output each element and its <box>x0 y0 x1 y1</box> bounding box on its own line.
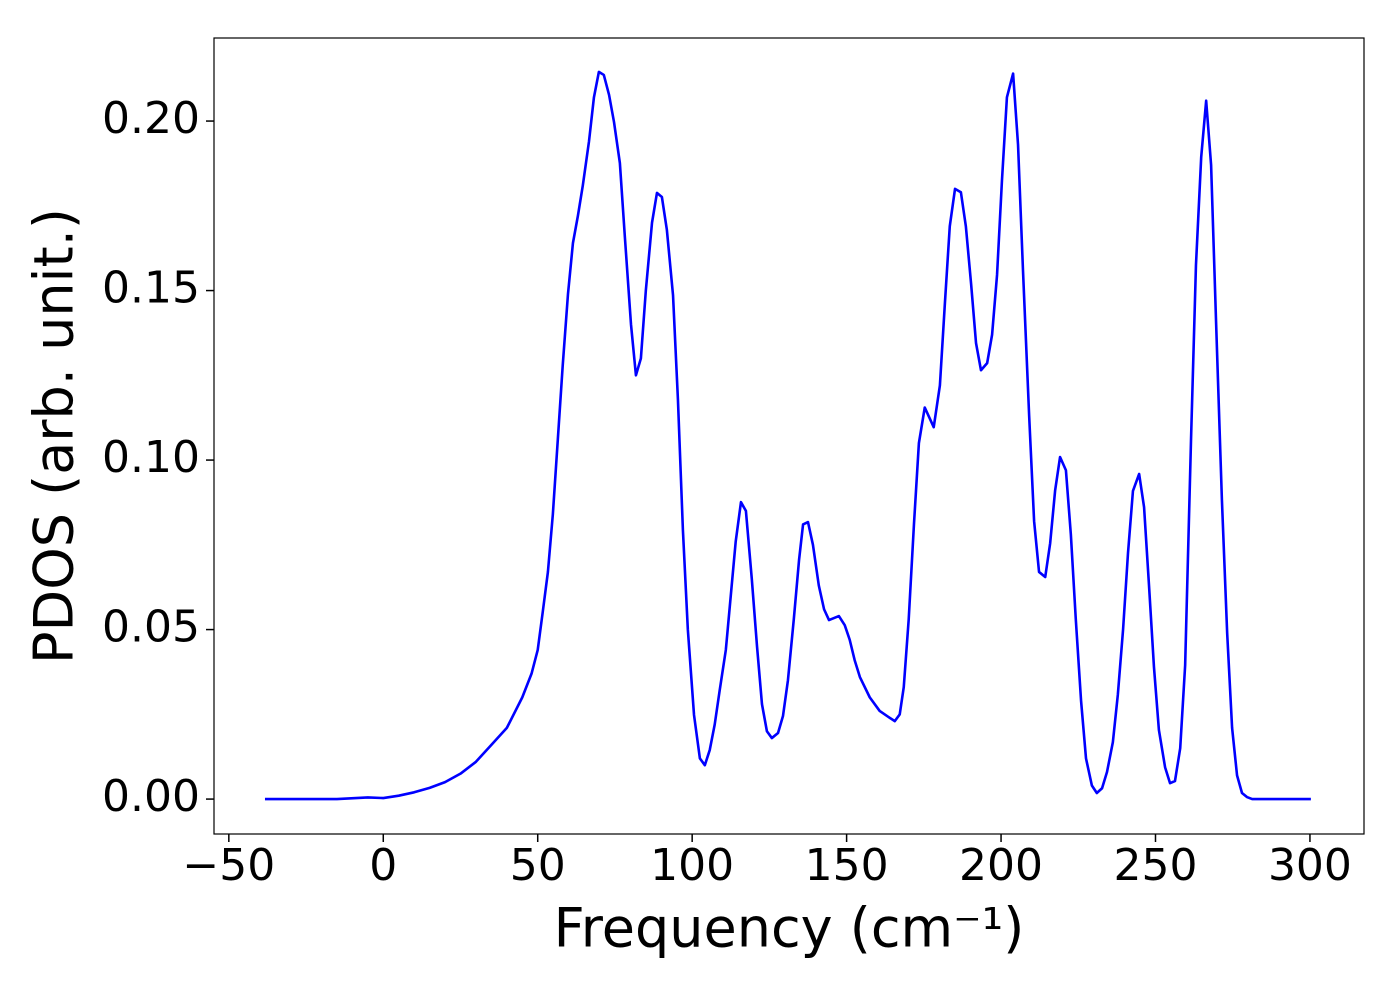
x-tick-label: 200 <box>959 840 1043 891</box>
x-tick-label: 100 <box>650 840 734 891</box>
x-axis-label: Frequency (cm⁻¹) <box>554 897 1025 960</box>
y-tick-label: 0.15 <box>102 263 200 314</box>
x-tick-label: −50 <box>182 840 275 891</box>
y-tick-label: 0.00 <box>102 771 200 822</box>
y-tick-label: 0.10 <box>102 432 200 483</box>
x-tick-label: 150 <box>805 840 889 891</box>
y-axis-label: PDOS (arb. unit.) <box>23 208 86 664</box>
x-tick-label: 250 <box>1114 840 1198 891</box>
line-series <box>264 70 1311 801</box>
x-tick-label: 50 <box>510 840 566 891</box>
y-tick-label: 0.05 <box>102 602 200 653</box>
plot-frame <box>213 37 1365 835</box>
x-tick-label: 300 <box>1268 840 1352 891</box>
y-tick-label: 0.20 <box>102 93 200 144</box>
x-tick-label: 0 <box>369 840 397 891</box>
